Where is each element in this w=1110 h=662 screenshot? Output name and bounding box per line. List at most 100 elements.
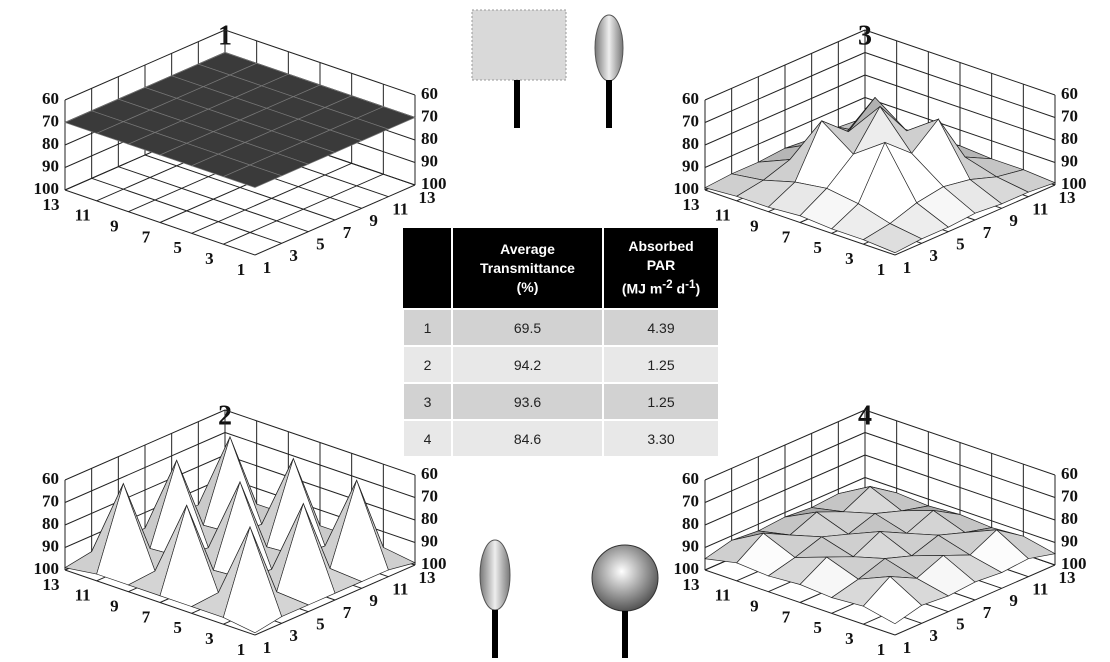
x-tick-label: 13 [683,575,700,594]
z-tick-label: 80 [421,129,438,148]
header-cell: Average Transmittance (%) [452,228,604,309]
trunk [606,80,612,128]
x-tick-label: 13 [43,195,60,214]
header-text: (%) [516,278,539,295]
table-cell: 3.30 [602,419,720,458]
header-text: Absorbed [628,238,694,255]
y-tick-label: 11 [1032,580,1048,599]
y-tick-label: 13 [419,568,436,587]
z-tick-label: 100 [674,559,700,578]
header-cell [403,228,453,309]
x-tick-label: 7 [782,227,791,246]
trunk [622,611,628,658]
z-tick-label: 60 [421,84,438,103]
table-row: 2 94.2 1.25 [402,345,720,384]
y-tick-label: 1 [903,258,912,277]
table-cell: 1 [402,308,453,347]
z-tick-label: 70 [421,486,438,505]
y-tick-label: 11 [392,200,408,219]
table-cell: 1.25 [602,382,720,421]
y-tick-label: 5 [956,615,965,634]
surface-cell [222,525,283,634]
z-tick-label: 70 [421,106,438,125]
z-tick-label: 90 [1061,151,1078,170]
header-text: Transmittance [480,259,575,276]
z-tick-label: 90 [42,156,59,175]
y-tick-label: 3 [289,626,298,645]
z-tick-label: 60 [421,464,438,483]
grid-line [704,189,896,256]
header-text: -2 [662,278,673,292]
y-tick-label: 5 [956,235,965,254]
results-table: Average Transmittance (%) Absorbed PAR (MJ m… [402,228,720,458]
y-tick-label: 9 [369,591,378,610]
x-tick-label: 1 [237,260,246,279]
y-tick-label: 3 [929,626,938,645]
z-tick-label: 90 [682,156,699,175]
z-tick-label: 60 [42,89,59,108]
table-cell: 84.6 [451,419,604,458]
grid-line [64,189,256,256]
x-tick-label: 5 [813,618,822,637]
x-tick-label: 13 [683,195,700,214]
trunk [514,80,520,128]
y-tick-label: 3 [289,246,298,265]
x-tick-label: 3 [205,249,214,268]
table-cell: 93.6 [451,382,604,421]
z-tick-label: 100 [34,179,60,198]
z-tick-label: 80 [682,514,699,533]
x-tick-label: 7 [142,607,151,626]
z-tick-label: 70 [42,111,59,130]
z-tick-label: 80 [42,514,59,533]
header-text: Average [500,240,555,257]
z-tick-label: 70 [1061,486,1078,505]
x-tick-label: 3 [205,629,214,648]
surface-cell [862,576,923,625]
table-body: 1 69.5 4.39 2 94.2 1.25 3 93.6 1.25 4 84.6 3.30 [402,308,720,458]
y-tick-label: 1 [263,258,272,277]
y-tick-label: 13 [1059,188,1076,207]
x-tick-label: 11 [75,206,91,225]
table-cell: 3 [402,382,453,421]
z-tick-label: 60 [682,469,699,488]
table-cell: 4 [402,419,453,458]
z-tick-label: 90 [1061,531,1078,550]
z-tick-label: 70 [42,491,59,510]
trunk [492,610,498,658]
z-tick-label: 70 [1061,106,1078,125]
header-text: PAR [646,257,676,274]
x-tick-label: 9 [750,217,759,236]
z-tick-label: 100 [421,554,447,573]
z-tick-label: 60 [42,469,59,488]
x-tick-label: 11 [75,586,91,605]
y-tick-label: 7 [343,223,352,242]
table-row: 1 69.5 4.39 [402,308,720,347]
z-tick-label: 90 [682,536,699,555]
table-cell: 2 [402,345,453,384]
y-tick-label: 7 [343,603,352,622]
sphere-crown [591,544,659,612]
z-tick-label: 80 [1061,509,1078,528]
z-tick-label: 80 [1061,129,1078,148]
z-tick-label: 100 [1061,174,1087,193]
z-tick-label: 80 [42,134,59,153]
z-tick-label: 70 [682,491,699,510]
z-tick-label: 80 [682,134,699,153]
x-tick-label: 7 [142,227,151,246]
z-tick-label: 80 [421,509,438,528]
x-tick-label: 13 [43,575,60,594]
z-tick-label: 100 [1061,554,1087,573]
x-tick-label: 9 [110,597,119,616]
y-tick-label: 1 [903,638,912,657]
x-tick-label: 1 [877,260,886,279]
x-tick-label: 3 [845,249,854,268]
table-row: 4 84.6 3.30 [402,419,720,458]
table-cell: 69.5 [451,308,604,347]
x-tick-label: 9 [110,217,119,236]
x-tick-label: 1 [877,640,886,659]
header-text: -1 [685,278,696,292]
hedge-crown [471,9,567,81]
